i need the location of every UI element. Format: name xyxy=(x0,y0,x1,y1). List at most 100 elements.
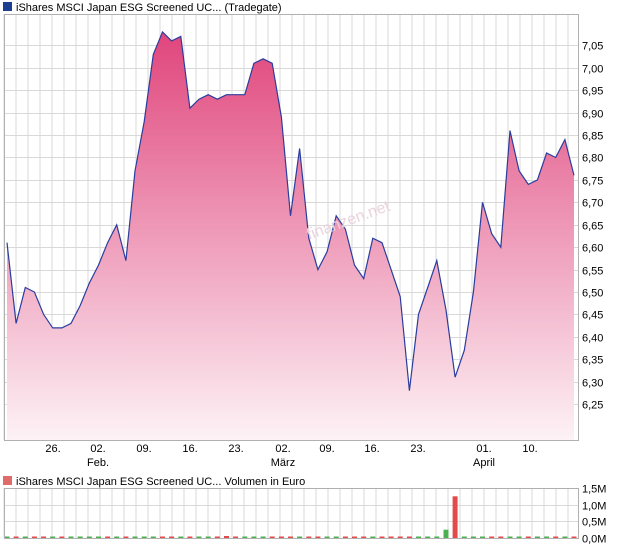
x-tick-month-label: Feb. xyxy=(87,457,109,469)
y-tick-label: 6,60 xyxy=(582,243,603,255)
y-tick-label: 6,70 xyxy=(582,198,603,210)
y-tick-label: 6,40 xyxy=(582,333,603,345)
volume-frame xyxy=(4,488,579,539)
volume-bar xyxy=(150,536,156,538)
y-tick-label: 6,30 xyxy=(582,378,603,390)
volume-bar xyxy=(480,536,485,538)
volume-bar xyxy=(22,536,28,538)
volume-bar xyxy=(489,536,495,538)
volume-bar xyxy=(370,536,376,538)
volume-y-tick-label: 1,0M xyxy=(582,501,606,513)
y-tick-label: 6,90 xyxy=(582,109,603,121)
volume-bar xyxy=(251,536,257,538)
y-tick-label: 6,35 xyxy=(582,355,603,367)
y-tick-label: 6,55 xyxy=(582,266,603,278)
volume-bar xyxy=(425,536,431,538)
y-tick-label: 6,95 xyxy=(582,86,603,98)
y-tick-label: 6,75 xyxy=(582,176,603,188)
volume-y-tick-label: 0,0M xyxy=(582,534,606,546)
y-tick-label: 6,25 xyxy=(582,400,603,412)
volume-bar xyxy=(123,536,129,538)
volume-bar xyxy=(178,536,184,538)
price-legend-swatch xyxy=(3,2,12,11)
volume-bar xyxy=(132,536,138,538)
volume-bar xyxy=(361,536,367,538)
volume-bar xyxy=(342,536,348,538)
volume-bar xyxy=(160,536,165,538)
volume-bar xyxy=(86,536,92,538)
volume-bar xyxy=(571,536,577,538)
volume-bar xyxy=(50,536,56,538)
volume-bar xyxy=(114,536,120,538)
volume-bar xyxy=(553,536,559,538)
x-tick-label: 26. xyxy=(45,443,60,455)
y-tick-label: 6,50 xyxy=(582,288,603,300)
volume-bar xyxy=(105,536,111,538)
volume-bar xyxy=(242,536,248,538)
volume-bar xyxy=(13,536,19,538)
volume-legend-label: iShares MSCI Japan ESG Screened UC... Vo… xyxy=(16,476,305,488)
volume-bar xyxy=(562,536,568,538)
volume-bar xyxy=(187,536,193,538)
price-legend-label: iShares MSCI Japan ESG Screened UC... (T… xyxy=(16,2,282,14)
volume-bar xyxy=(443,529,449,538)
volume-bar xyxy=(525,536,531,538)
volume-bar xyxy=(544,536,550,538)
volume-bar xyxy=(288,536,293,538)
volume-bar xyxy=(224,536,229,538)
volume-bar xyxy=(416,536,421,538)
volume-panel: 1,5M 1,0M 0,5M 0,0M xyxy=(3,484,606,546)
y-tick-label: 6,65 xyxy=(582,221,603,233)
x-tick-label: 10. xyxy=(522,443,537,455)
volume-bar xyxy=(452,496,458,538)
volume-bar xyxy=(4,536,10,538)
volume-legend: iShares MSCI Japan ESG Screened UC... Vo… xyxy=(3,476,305,488)
y-tick-label: 6,80 xyxy=(582,153,603,165)
price-area xyxy=(7,31,574,441)
volume-bar xyxy=(169,536,175,538)
volume-bar xyxy=(297,536,303,538)
price-frame xyxy=(4,14,579,441)
x-tick-month-label: April xyxy=(473,457,495,469)
x-tick-month-label: März xyxy=(271,457,295,469)
volume-bar xyxy=(59,536,65,538)
x-tick-label: 02. xyxy=(275,443,290,455)
volume-bar xyxy=(470,536,476,538)
volume-bar xyxy=(397,536,403,538)
volume-bar xyxy=(333,536,339,538)
volume-bar xyxy=(406,536,412,538)
volume-legend-swatch xyxy=(3,476,12,485)
volume-bar xyxy=(41,536,47,538)
volume-bar xyxy=(68,536,74,538)
volume-y-tick-label: 1,5M xyxy=(582,484,606,496)
volume-bar xyxy=(260,536,266,538)
volume-bar xyxy=(196,536,202,538)
y-tick-label: 7,00 xyxy=(582,64,603,76)
x-tick-label: 16. xyxy=(364,443,379,455)
y-tick-label: 6,45 xyxy=(582,310,603,322)
volume-bar xyxy=(233,536,239,538)
volume-bar xyxy=(498,536,504,538)
x-tick-label: 01. xyxy=(476,443,491,455)
volume-bar xyxy=(388,536,394,538)
watermark: finanzen.net xyxy=(305,198,393,244)
x-tick-label: 23. xyxy=(228,443,243,455)
x-tick-label: 09. xyxy=(319,443,334,455)
price-legend: iShares MSCI Japan ESG Screened UC... (T… xyxy=(3,2,282,14)
volume-bar xyxy=(141,536,147,538)
volume-bar xyxy=(214,536,220,538)
volume-bar xyxy=(315,536,321,538)
volume-bar xyxy=(205,536,211,538)
volume-bar xyxy=(507,536,513,538)
x-tick-label: 23. xyxy=(410,443,425,455)
x-tick-label: 16. xyxy=(182,443,197,455)
volume-bar xyxy=(77,536,83,538)
price-panel: 7,05 7,00 6,95 6,90 6,85 6,80 6,75 6,70 6,65 6,60… xyxy=(3,14,603,469)
volume-bar xyxy=(306,536,312,538)
volume-bar xyxy=(324,536,330,538)
volume-bar xyxy=(461,536,467,538)
volume-bar xyxy=(534,536,540,538)
volume-bar xyxy=(278,536,284,538)
price-line xyxy=(6,30,575,391)
